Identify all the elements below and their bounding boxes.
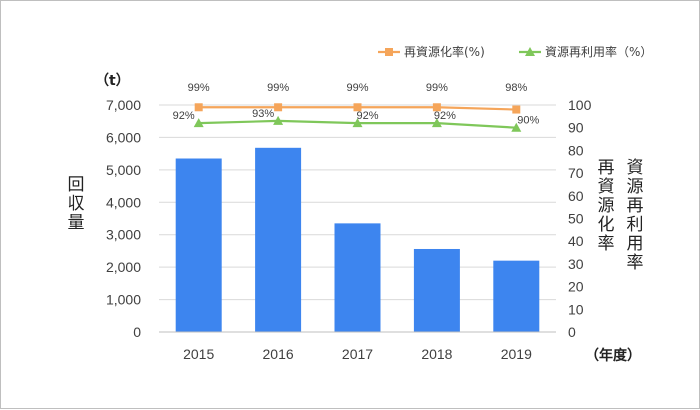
axes: 0 1,000 2,000 3,000 4,000 5,000 6,000 7,000 0 10 2… (68, 73, 644, 364)
data-label: 99% (188, 82, 210, 94)
data-label: 99% (346, 82, 368, 94)
point-marker (511, 122, 522, 132)
left-tick-label: 5,000 (106, 162, 141, 178)
right-tick-label: 100 (568, 97, 592, 113)
x-tick-label: 2017 (342, 346, 373, 362)
bar-series (175, 147, 540, 332)
point-marker (431, 118, 442, 128)
data-label: 98% (505, 82, 527, 94)
bar-2018 (413, 248, 460, 332)
left-axis-title: 回収量 (68, 175, 85, 233)
point-marker (273, 115, 284, 125)
x-tick-label: 2019 (501, 346, 532, 362)
legend-label: 再資源化率(%) (404, 44, 485, 59)
right-tick-label: 60 (568, 188, 584, 204)
left-tick-label: 4,000 (106, 194, 141, 210)
right-tick-label: 80 (568, 142, 584, 158)
left-tick-label: 7,000 (106, 97, 141, 113)
data-labels: 99% 99% 99% 99% 98% 92% 93% 92% 92% 90% (173, 82, 540, 127)
right-tick-label: 70 (568, 165, 584, 181)
right-tick-label: 50 (568, 211, 584, 227)
data-label: 99% (426, 82, 448, 94)
left-tick-label: 6,000 (106, 129, 141, 145)
bar-2016 (255, 147, 302, 332)
bar-2017 (334, 223, 381, 332)
right-tick-label: 10 (568, 301, 584, 317)
point-marker (352, 118, 363, 128)
data-label: 92% (434, 110, 456, 122)
data-label: 92% (173, 110, 195, 122)
x-tick-label: 2015 (183, 346, 214, 362)
data-label: 99% (267, 82, 289, 94)
right-tick-label: 0 (568, 324, 576, 340)
right-axis-title-1: 再資源化率 (598, 158, 615, 254)
legend-marker (385, 48, 393, 56)
x-tick-label: 2016 (263, 346, 294, 362)
x-tick-label: 2018 (421, 346, 452, 362)
left-axis-unit: （t） (95, 73, 130, 89)
point-marker (353, 103, 362, 112)
point-marker (432, 103, 441, 112)
right-tick-label: 20 (568, 279, 584, 295)
line-series (193, 103, 522, 132)
bar-2019 (493, 260, 540, 332)
legend: 再資源化率(%) 資源再利用率（%） (378, 44, 652, 59)
point-marker (193, 118, 204, 128)
left-tick-label: 2,000 (106, 259, 141, 275)
left-tick-label: 1,000 (106, 292, 141, 308)
left-tick-label: 0 (133, 324, 141, 340)
left-tick-label: 3,000 (106, 227, 141, 243)
point-marker (274, 103, 283, 112)
point-marker (194, 103, 203, 112)
right-tick-label: 40 (568, 233, 584, 249)
right-axis-title-2: 資源再利用率 (627, 158, 644, 273)
legend-label: 資源再利用率（%） (545, 44, 652, 59)
right-tick-label: 90 (568, 120, 584, 136)
legend-marker (525, 47, 535, 56)
data-label: 92% (356, 110, 378, 122)
x-axis-unit: （年度） (585, 347, 641, 364)
right-tick-label: 30 (568, 256, 584, 272)
data-label: 90% (517, 115, 539, 127)
point-marker (512, 105, 521, 114)
data-label: 93% (252, 108, 274, 120)
bar-2015 (175, 158, 222, 332)
